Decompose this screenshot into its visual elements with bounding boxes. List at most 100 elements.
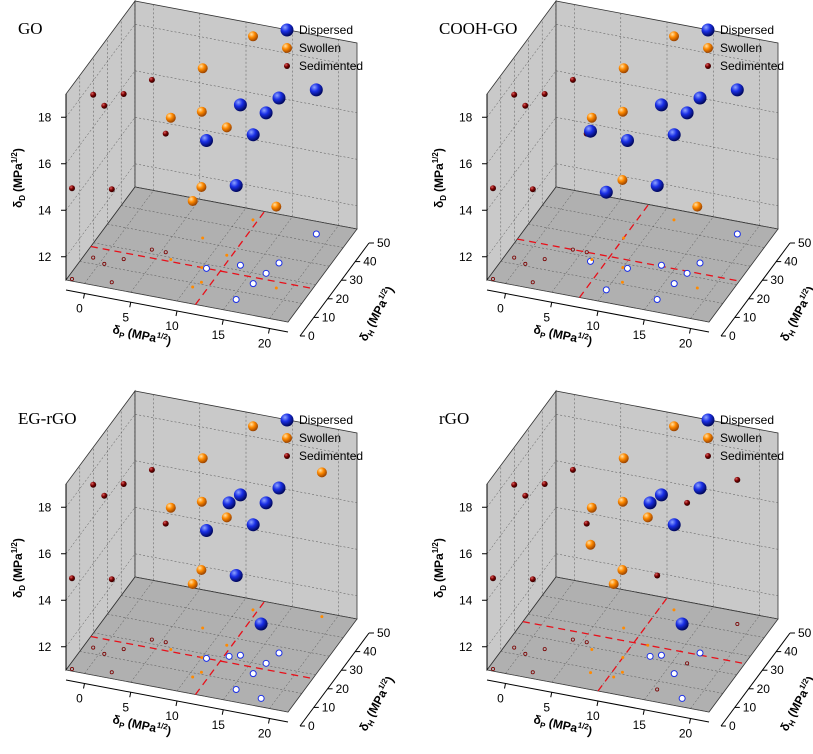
data-point-dispersed: [246, 128, 260, 142]
floor-projection-sedimented: [584, 250, 589, 255]
floor-projection-swollen: [199, 280, 203, 284]
data-point-swollen: [669, 31, 679, 42]
floor-projection-swollen: [169, 258, 173, 262]
x-axis-sub: P: [118, 331, 126, 341]
floor-projection-sedimented: [149, 637, 154, 642]
z-axis-exp: 1/2: [431, 542, 440, 554]
data-point-sedimented: [108, 186, 115, 193]
data-point-swollen: [165, 112, 176, 123]
data-point-dispersed: [667, 518, 681, 532]
x-axis-symbol: δ: [111, 322, 121, 337]
floor-projection-swollen: [672, 608, 676, 612]
z-tick-label: 16: [459, 547, 473, 561]
floor-projection-sedimented: [102, 261, 107, 266]
data-point-dispersed: [222, 496, 236, 510]
y-tick-label: 50: [377, 626, 391, 640]
panel-title: rGO: [439, 409, 469, 428]
floor-projection-sedimented: [91, 255, 96, 260]
data-point-swollen: [608, 579, 619, 589]
data-point-dispersed: [680, 106, 694, 120]
z-axis-title: δD (MPa1/2): [10, 148, 27, 208]
grid-line-y: [79, 465, 302, 694]
floor-projection-sedimented: [530, 280, 535, 285]
y-tick-label: 30: [770, 663, 784, 677]
floor-projection-swollen: [590, 648, 594, 652]
floor-projection-sedimented: [542, 257, 547, 262]
legend-marker-swollen: [703, 43, 713, 53]
floor-projection-sedimented: [163, 250, 168, 255]
x-tick-label: 5: [122, 310, 129, 324]
z-axis-sub: D: [439, 585, 448, 591]
legend-label-dispersed: Dispersed: [720, 23, 774, 37]
z-axis-unit: (MPa: [11, 553, 25, 582]
floor-projection-dispersed: [657, 261, 665, 269]
floor-projection-dispersed: [202, 654, 210, 662]
floor-projection-dispersed: [623, 264, 631, 272]
x-tick: [504, 293, 506, 299]
floor-projection-sedimented: [491, 277, 496, 282]
y-axis-close: ): [804, 284, 813, 294]
y-tick-label: 0: [308, 329, 315, 343]
y-tick-label: 0: [308, 719, 315, 733]
x-tick-label: 0: [497, 302, 504, 316]
floor-projection-dispersed: [236, 261, 244, 269]
data-point-swollen: [617, 106, 628, 117]
data-point-dispersed: [730, 83, 744, 97]
z-axis-close: ): [432, 538, 446, 542]
data-point-sedimented: [541, 481, 548, 487]
x-tick-label: 5: [543, 700, 550, 714]
legend-label-dispersed: Dispersed: [720, 413, 774, 427]
floor-projection-swollen: [200, 266, 204, 270]
data-point-swollen: [617, 565, 628, 575]
x-tick: [596, 310, 599, 317]
floor-projection-sedimented: [109, 280, 114, 285]
data-point-dispersed: [200, 134, 213, 147]
floor-projection-sedimented: [655, 687, 660, 692]
x-tick-label: 20: [679, 337, 693, 351]
data-point-sedimented: [569, 76, 576, 83]
data-point-sedimented: [522, 492, 529, 499]
x-axis-symbol: δ: [532, 322, 542, 337]
floor-projection-dispersed: [696, 649, 704, 657]
y-axis-title: δH(MPa1/2): [776, 284, 813, 345]
y-tick-label: 40: [784, 255, 798, 269]
y-axis-unit: (MPa: [785, 297, 811, 329]
legend-label-swollen: Swollen: [720, 41, 762, 55]
floor-projection-dispersed: [312, 230, 320, 238]
x-axis-sub: P: [118, 721, 126, 731]
y-tick-label: 10: [743, 700, 757, 714]
x-axis-exp: 1/2: [156, 330, 169, 341]
z-axis-sub: D: [439, 195, 448, 201]
floor-projection-sedimented: [523, 651, 528, 656]
floor-projection-sedimented: [121, 647, 126, 652]
floor-projection-sedimented: [512, 645, 517, 650]
grid-line-y: [500, 75, 723, 304]
floor-projection-dispersed: [232, 685, 240, 693]
grid-line-y: [514, 56, 737, 286]
threshold-line-x: [194, 601, 266, 695]
legend-marker-dispersed: [280, 23, 294, 37]
x-tick: [268, 328, 270, 334]
floor-projection-sedimented: [584, 640, 589, 645]
floor-projection-swollen: [251, 608, 255, 612]
data-point-dispersed: [272, 91, 286, 105]
x-tick: [129, 302, 132, 308]
x-tick-label: 15: [633, 718, 647, 732]
x-axis-sub: P: [539, 331, 547, 341]
floor-projection-dispersed: [275, 649, 283, 657]
legend-marker-sedimented: [284, 63, 290, 69]
y-tick-label: 0: [729, 719, 736, 733]
data-point-dispersed: [584, 124, 597, 138]
data-point-swollen: [618, 63, 629, 74]
x-tick: [550, 692, 553, 698]
y-tick-label: 20: [336, 682, 350, 696]
data-point-dispersed: [229, 569, 243, 582]
x-tick-label: 15: [212, 718, 226, 732]
y-axis-line: [299, 242, 370, 337]
data-point-swollen: [316, 467, 327, 478]
data-point-sedimented: [69, 575, 75, 582]
grid-line-y: [555, 1, 779, 230]
floor-projection-dispersed: [202, 264, 210, 272]
data-point-swollen: [248, 31, 258, 42]
x-tick: [83, 683, 85, 689]
